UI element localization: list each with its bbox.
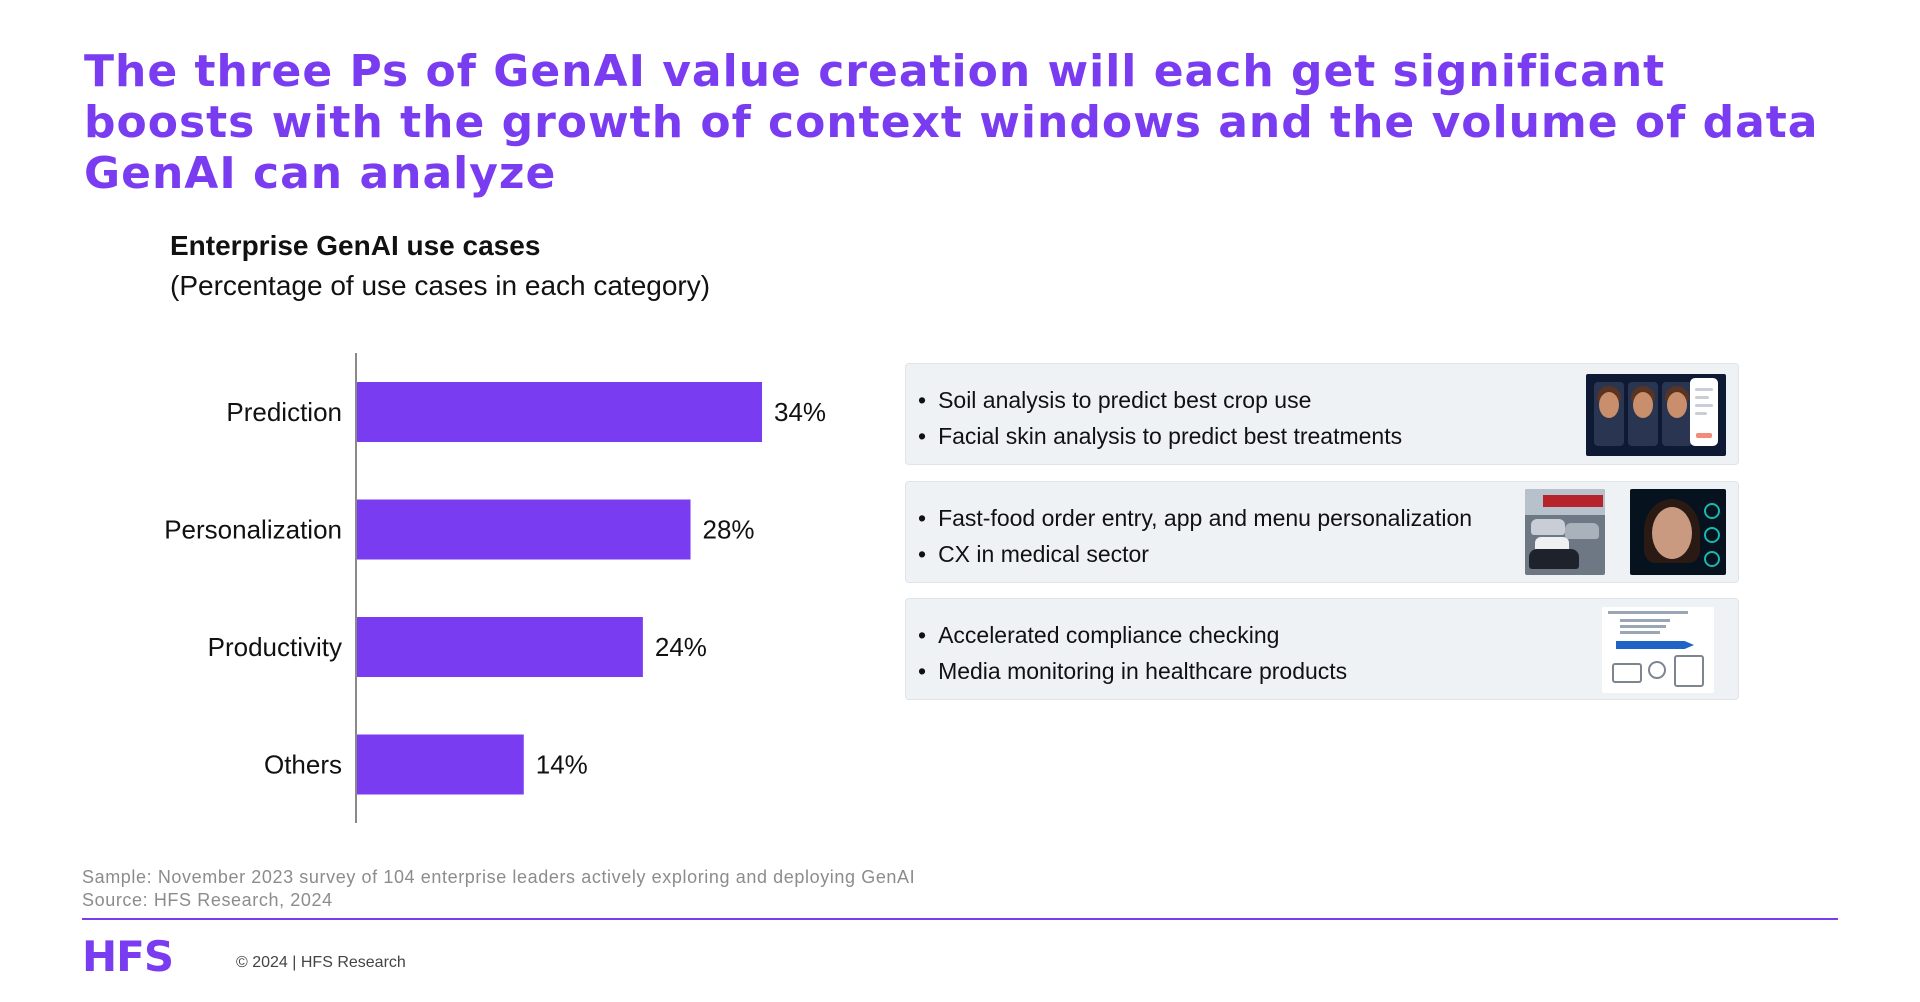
category-label: Personalization (164, 515, 342, 545)
use-case-item: Facial skin analysis to predict best tre… (918, 418, 1402, 454)
hfs-logo: HFS (82, 932, 174, 981)
digital-avatar-image (1630, 489, 1726, 575)
compliance-workflow-diagram-image (1602, 607, 1714, 693)
use-case-list: Fast-food order entry, app and menu pers… (918, 500, 1472, 572)
use-case-list: Accelerated compliance checking Media mo… (918, 617, 1347, 689)
use-case-item: Accelerated compliance checking (918, 617, 1347, 653)
category-label: Others (264, 750, 342, 780)
face-analysis-app-image (1586, 374, 1726, 456)
bar-productivity (357, 617, 643, 677)
bar-personalization (357, 499, 691, 560)
category-label: Productivity (208, 632, 342, 662)
use-case-box-productivity: Accelerated compliance checking Media mo… (905, 598, 1739, 700)
footer-divider (82, 918, 1838, 920)
value-label: 34% (774, 397, 826, 427)
use-case-item: Soil analysis to predict best crop use (918, 382, 1402, 418)
use-case-box-personalization: Fast-food order entry, app and menu pers… (905, 481, 1739, 583)
value-label: 28% (703, 515, 755, 545)
drive-thru-image (1525, 489, 1605, 575)
category-label: Prediction (226, 397, 342, 427)
bar-prediction (357, 382, 762, 442)
use-case-list: Soil analysis to predict best crop use F… (918, 382, 1402, 454)
slide-headline: The three Ps of GenAI value creation wil… (84, 46, 1819, 199)
chart-subtitle: (Percentage of use cases in each categor… (170, 270, 711, 301)
source-note: Source: HFS Research, 2024 (82, 890, 333, 910)
use-case-item: Media monitoring in healthcare products (918, 653, 1347, 689)
value-label: 14% (536, 750, 588, 780)
chart-title: Enterprise GenAI use cases (170, 230, 541, 261)
use-case-item: CX in medical sector (918, 536, 1472, 572)
use-case-box-prediction: Soil analysis to predict best crop use F… (905, 363, 1739, 465)
use-case-item: Fast-food order entry, app and menu pers… (918, 500, 1472, 536)
value-label: 24% (655, 632, 707, 662)
copyright-text: © 2024 | HFS Research (236, 954, 406, 971)
sample-note: Sample: November 2023 survey of 104 ente… (82, 867, 916, 887)
bar-others (357, 734, 524, 795)
